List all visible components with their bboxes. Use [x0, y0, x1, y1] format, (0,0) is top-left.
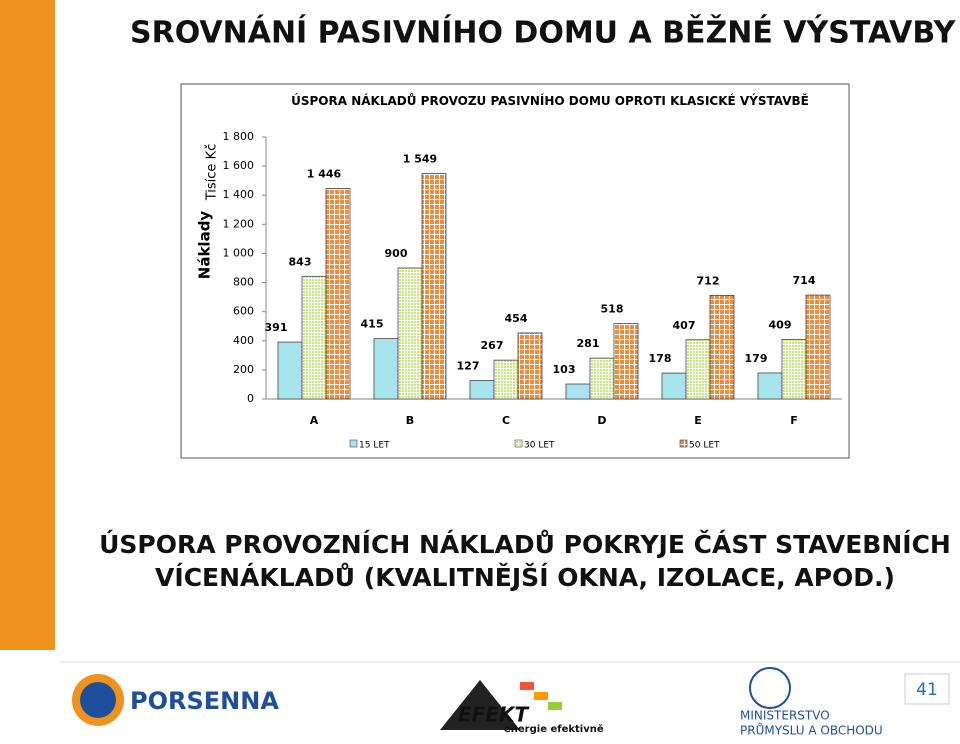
bar	[613, 323, 639, 400]
y-tick-label: 600	[233, 305, 254, 318]
bar	[781, 339, 807, 400]
slide-title: SROVNÁNÍ PASIVNÍHO DOMU A BĚŽNÉ VÝSTAVBY	[130, 14, 957, 51]
efekt-bar	[520, 682, 534, 690]
x-tick-label: A	[310, 414, 319, 427]
y-tick-label: 1 200	[223, 217, 255, 230]
bar	[661, 372, 687, 400]
y-tick-label: 800	[233, 276, 254, 289]
legend-swatch	[679, 439, 688, 448]
data-label: 712	[697, 274, 720, 287]
legend-swatch	[349, 439, 358, 448]
data-label: 1 446	[307, 168, 342, 181]
mpo-logo	[749, 667, 791, 709]
bar	[709, 294, 735, 400]
y-tick-label: 400	[233, 334, 254, 347]
efekt-bar	[548, 702, 562, 710]
bar	[397, 267, 423, 400]
x-tick-label: D	[597, 414, 606, 427]
y-tick-label: 1 600	[223, 159, 255, 172]
side-strip	[0, 0, 55, 650]
page-number-box	[904, 673, 950, 705]
y-tick-label: 1 000	[223, 246, 255, 259]
legend-swatch	[514, 439, 523, 448]
body-line: ÚSPORA PROVOZNÍCH NÁKLADŮ POKRYJE ČÁST S…	[99, 530, 951, 559]
bar	[757, 372, 783, 400]
bar	[373, 338, 399, 400]
data-label: 409	[769, 318, 792, 331]
data-label: 415	[361, 318, 384, 331]
data-label: 391	[265, 321, 288, 334]
data-label: 178	[649, 352, 672, 365]
y-tick-label: 1 800	[223, 130, 255, 143]
chart-title: ÚSPORA NÁKLADŮ PROVOZU PASIVNÍHO DOMU OP…	[291, 94, 809, 108]
page-number: 41	[916, 680, 938, 700]
data-label: 103	[553, 363, 576, 376]
efekt-logo	[440, 680, 520, 730]
porsenna-logo-inner	[80, 682, 116, 718]
x-tick-label: E	[694, 414, 702, 427]
bar	[325, 188, 351, 400]
bar	[493, 359, 519, 400]
data-label: 267	[481, 339, 504, 352]
y-tick-label: 200	[233, 363, 254, 376]
data-label: 843	[289, 255, 312, 268]
chart-frame	[180, 83, 850, 459]
data-label: 518	[601, 303, 624, 316]
legend-label: 15 LET	[359, 441, 390, 451]
data-label: 454	[505, 312, 528, 325]
legend-label: 50 LET	[689, 441, 720, 451]
data-label: 1 549	[403, 153, 437, 166]
data-label: 714	[793, 274, 816, 287]
bar	[517, 332, 543, 400]
x-tick-label: F	[790, 414, 798, 427]
logo-text: PRŮMYSLU A OBCHODU	[740, 723, 883, 738]
bar	[469, 380, 495, 400]
logo-text: MINISTERSTVO	[740, 709, 830, 723]
y-tick-label: 0	[247, 392, 254, 405]
bar	[277, 341, 303, 400]
bar	[685, 339, 711, 400]
y-group-label: Náklady	[196, 211, 214, 280]
y-tick-label: 1 400	[223, 188, 255, 201]
body-line: VÍCENÁKLADŮ (KVALITNĚJŠÍ OKNA, IZOLACE, …	[155, 563, 895, 592]
bar	[301, 275, 327, 400]
logo-text: energie efektivně	[504, 723, 604, 735]
data-label: 281	[577, 337, 600, 350]
bar	[421, 173, 447, 400]
legend-label: 30 LET	[524, 441, 555, 451]
bar	[589, 357, 615, 400]
data-label: 179	[745, 352, 768, 365]
bar	[805, 294, 831, 400]
logo-text: EFEKT	[458, 703, 529, 727]
bar	[565, 383, 591, 400]
x-tick-label: C	[502, 414, 510, 427]
logo-text: PORSENNA	[130, 687, 279, 715]
data-label: 407	[673, 319, 696, 332]
data-label: 900	[385, 247, 408, 260]
data-label: 127	[457, 360, 480, 373]
efekt-bar	[534, 692, 548, 700]
x-tick-label: B	[406, 414, 414, 427]
y-axis-label: Tisíce Kč	[205, 144, 220, 202]
